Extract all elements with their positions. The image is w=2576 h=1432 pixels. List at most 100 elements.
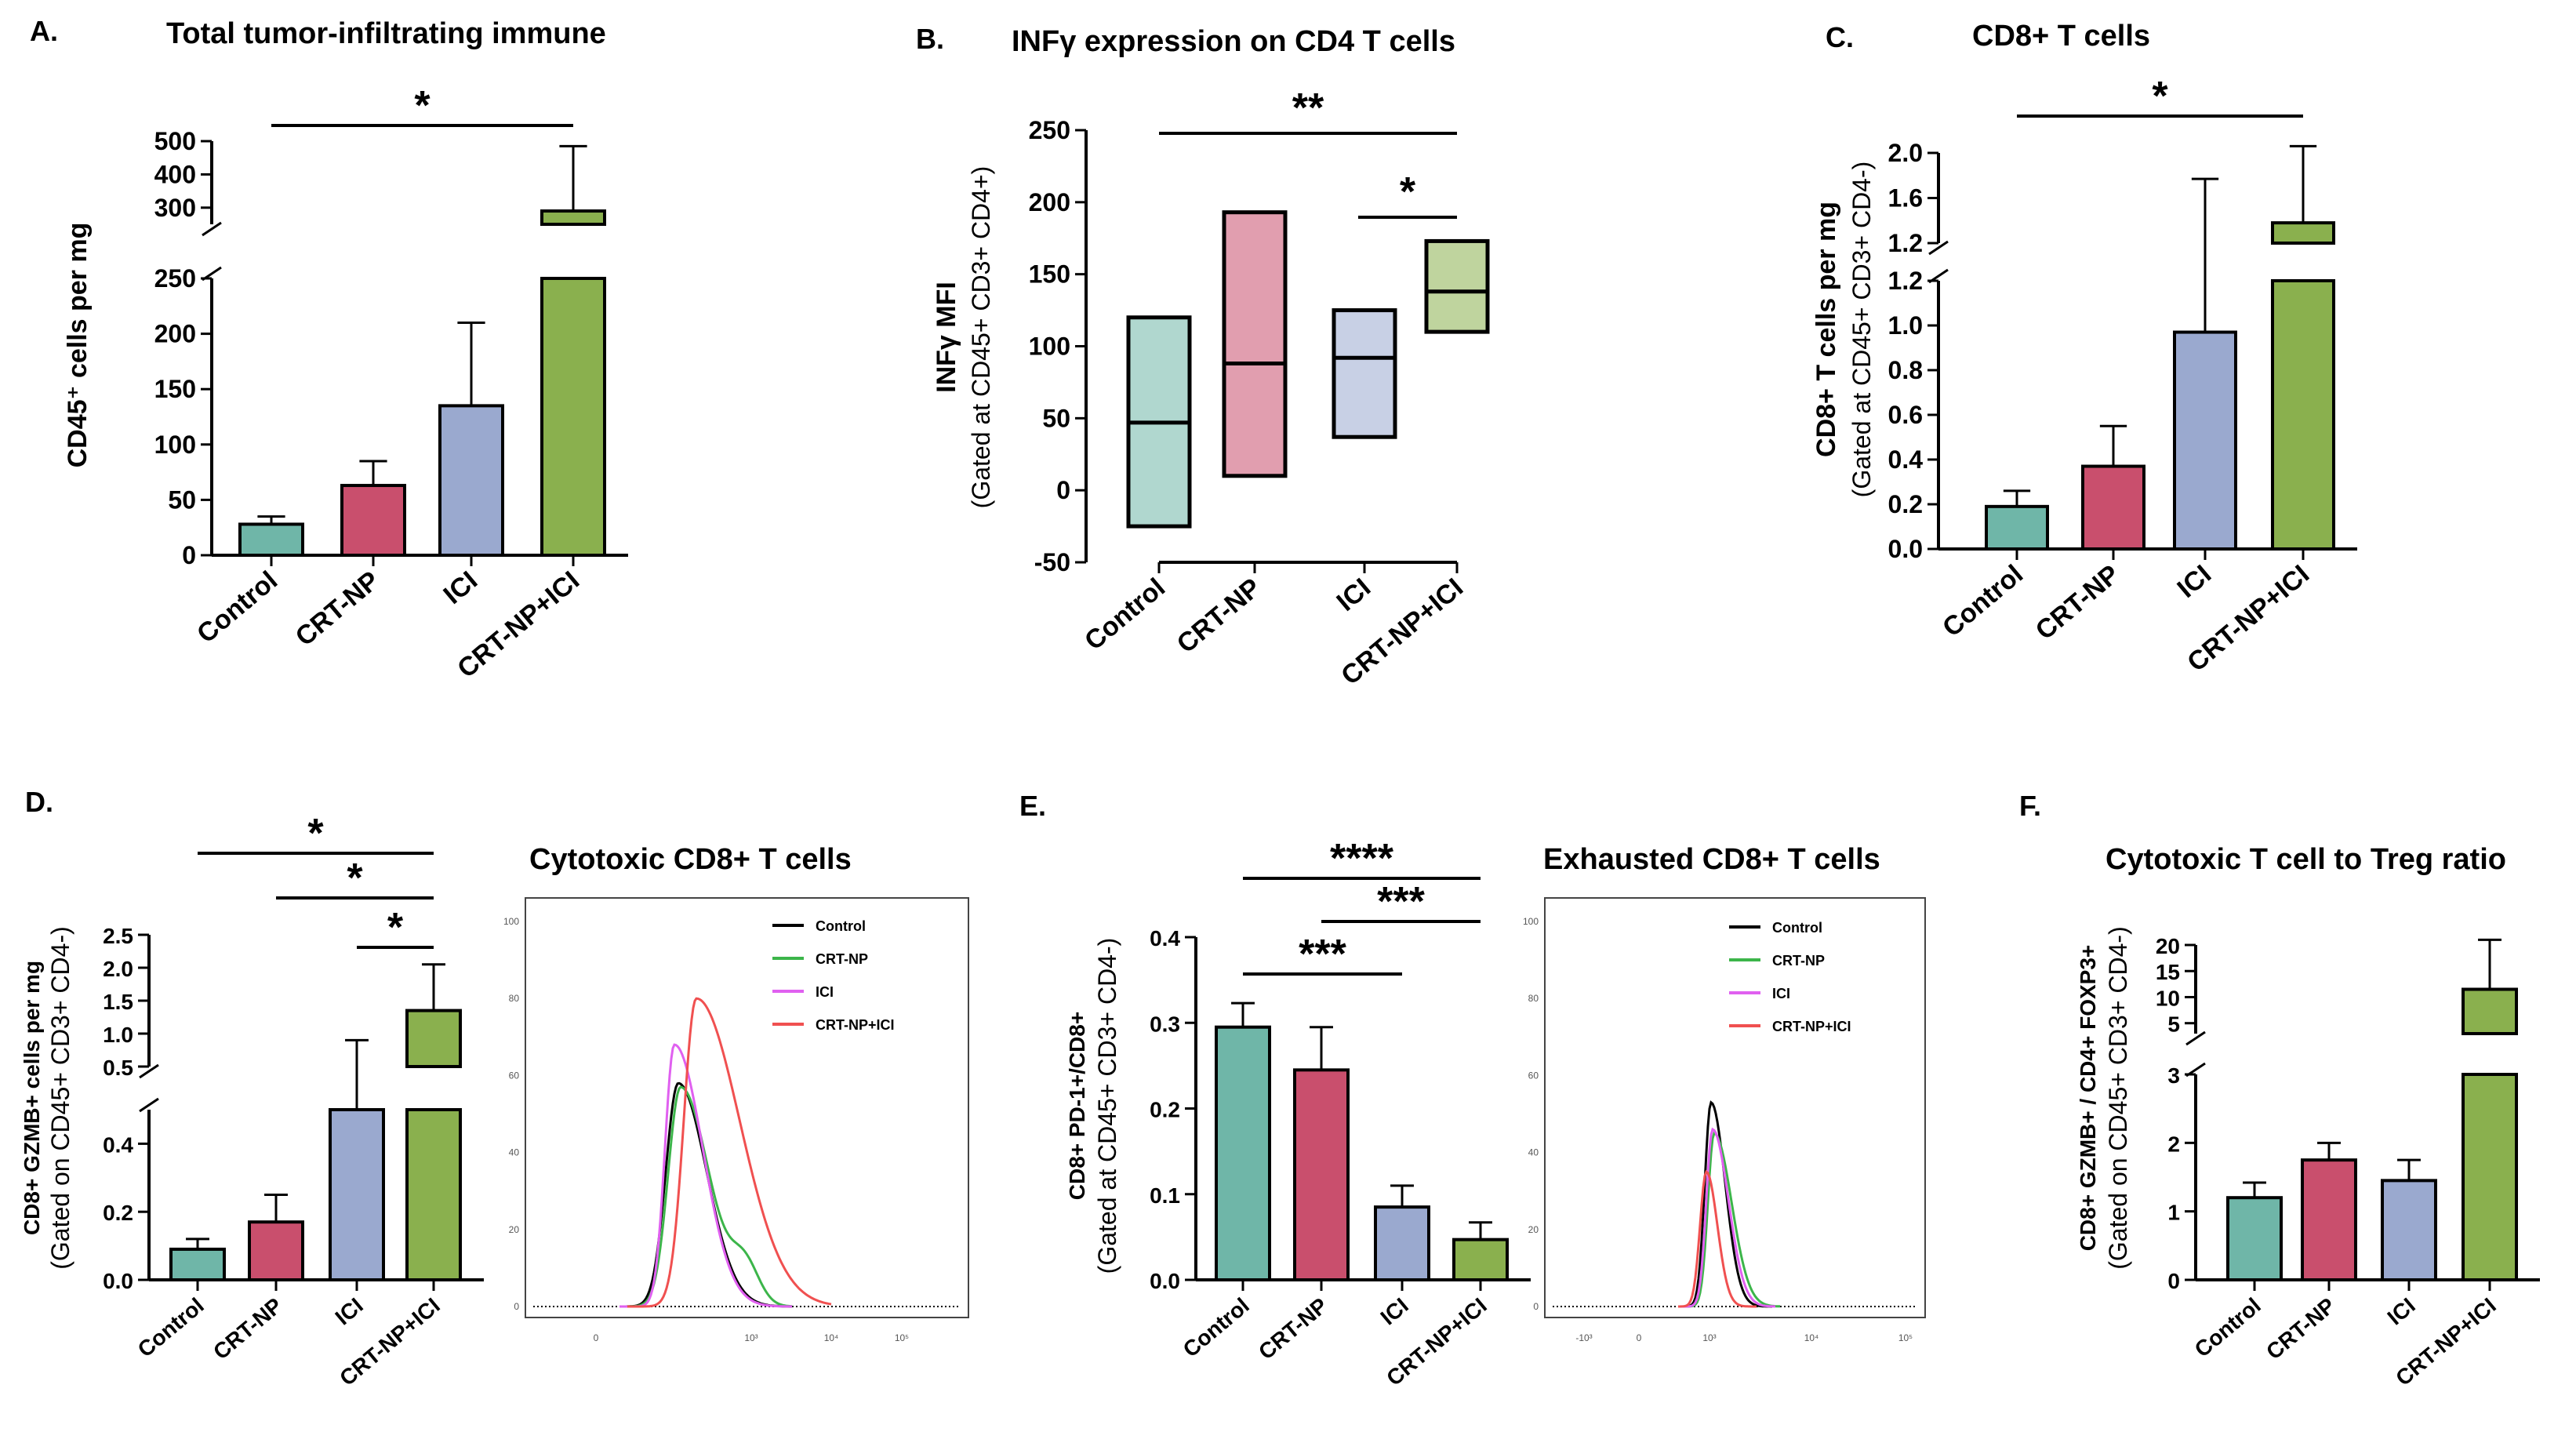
eh-ytick-label: 40 bbox=[1528, 1147, 1539, 1158]
a-bar-crt-np-ici-lower bbox=[540, 277, 606, 557]
a-ytick-label: 100 bbox=[154, 431, 196, 459]
d-y-axis-sublabel: (Gated on CD45+ CD3+ CD4-) bbox=[46, 926, 74, 1270]
c-bar-crt-np bbox=[2081, 464, 2145, 551]
dh-legend-crt-np-ici: CRT-NP+ICI bbox=[816, 1017, 895, 1033]
d-bar-control bbox=[169, 1247, 226, 1281]
c-significance-stars: * bbox=[2152, 74, 2168, 119]
dh-xtick-label: 10⁵ bbox=[895, 1332, 909, 1343]
e-ytick-label: 0.3 bbox=[1150, 1012, 1180, 1036]
b-box-crt-np-ici bbox=[1424, 238, 1490, 334]
panel-a-title: Total tumor-infiltrating immune bbox=[166, 17, 606, 50]
b-ytick-label: 200 bbox=[1029, 188, 1070, 216]
dh-xtick-label: 0 bbox=[594, 1332, 599, 1343]
c-y-axis-label: CD8+ T cells per mg bbox=[1811, 202, 1841, 457]
b-ytick-label: -50 bbox=[1034, 548, 1070, 576]
eh-xtick-label: 10³ bbox=[1702, 1332, 1716, 1343]
d-ytick-label: 0.2 bbox=[103, 1201, 133, 1225]
dh-ytick-label: 100 bbox=[503, 916, 519, 927]
d-axis-break bbox=[139, 1063, 159, 1079]
panel-c-letter: C. bbox=[1826, 21, 1854, 53]
c-ytick-label: 1.2 bbox=[1888, 229, 1923, 257]
f-ytick-label: 3 bbox=[2167, 1063, 2180, 1088]
d-bar-crt-np-ici-upper bbox=[405, 1009, 462, 1068]
c-ytick-label: 0.8 bbox=[1888, 356, 1923, 384]
b-y-axis-label: INFγ MFI bbox=[932, 282, 961, 393]
c-ytick-label: 1.0 bbox=[1888, 311, 1923, 340]
a-significance-stars: * bbox=[414, 83, 431, 129]
a-ytick-label: 250 bbox=[154, 264, 196, 293]
c-ytick-label: 2.0 bbox=[1888, 139, 1923, 167]
panel-c-title: CD8+ T cells bbox=[1972, 20, 2150, 53]
eh-curve-ici bbox=[1678, 1127, 1775, 1308]
a-bar-crt-np bbox=[340, 484, 406, 558]
d-ytick-label: 0.4 bbox=[103, 1132, 133, 1157]
c-bar-crt-np-ici-lower bbox=[2271, 279, 2335, 551]
eh-ytick-label: 0 bbox=[1533, 1301, 1539, 1312]
f-y-axis-sublabel: (Gated on CD45+ CD3+ CD4-) bbox=[2104, 926, 2132, 1270]
b-ytick-label: 100 bbox=[1029, 333, 1070, 361]
dh-ytick-label: 40 bbox=[509, 1147, 520, 1158]
a-ytick-label: 300 bbox=[154, 194, 196, 222]
dh-curve-crt-np bbox=[619, 1085, 793, 1308]
e-bar-ici bbox=[1374, 1205, 1430, 1281]
a-ytick-label: 400 bbox=[154, 160, 196, 188]
panel-d-chart: 0.0 0.2 0.4 0.5 1.0 1.5 2.0 2.5 Control CRT-NP ICI… bbox=[20, 786, 484, 1390]
e-bar-crt-np bbox=[1293, 1068, 1350, 1282]
eh-xtick-label: 0 bbox=[1637, 1332, 1642, 1343]
a-category-control: Control bbox=[191, 565, 283, 649]
b-ytick-label: 250 bbox=[1029, 116, 1070, 144]
f-ytick-label: 1 bbox=[2167, 1201, 2180, 1225]
panel-b-letter: B. bbox=[916, 23, 944, 55]
f-y-axis-label: CD8+ GZMB+ / CD4+ FOXP3+ bbox=[2076, 945, 2100, 1252]
d-significance-stars: * bbox=[307, 811, 324, 856]
dh-legend-ici: ICI bbox=[816, 984, 834, 1000]
e-significance-stars: **** bbox=[1330, 836, 1394, 881]
d-ytick-label: 0.5 bbox=[103, 1056, 133, 1080]
d-ytick-label: 1.0 bbox=[103, 1023, 133, 1047]
panel-d-histogram: 0 20 40 60 80 100 0 10³ 10⁴ 10⁵ Control CRT-NP ICI CR… bbox=[503, 843, 969, 1343]
e-significance-stars: *** bbox=[1299, 932, 1346, 977]
f-category-control: Control bbox=[2190, 1293, 2265, 1362]
d-ytick-label: 1.5 bbox=[103, 990, 133, 1014]
d-bar-ici bbox=[329, 1108, 385, 1281]
eh-legend-crt-np: CRT-NP bbox=[1772, 953, 1825, 969]
e-bar-crt-np-ici bbox=[1452, 1238, 1509, 1281]
a-axis-break bbox=[202, 221, 222, 237]
eh-ytick-label: 20 bbox=[1528, 1224, 1539, 1235]
f-category-ici: ICI bbox=[2383, 1293, 2420, 1330]
e-y-axis-label: CD8+ PD-1+/CD8+ bbox=[1065, 1012, 1089, 1200]
f-bar-crt-np bbox=[2301, 1158, 2357, 1281]
a-ytick-label: 150 bbox=[154, 375, 196, 403]
eh-legend-crt-np-ici: CRT-NP+ICI bbox=[1772, 1019, 1851, 1034]
b-significance-stars: ** bbox=[1292, 85, 1324, 131]
a-bar-ici bbox=[438, 404, 504, 557]
c-ytick-label: 1.6 bbox=[1888, 184, 1923, 213]
d-y-axis-label: CD8+ GZMB+ cells per mg bbox=[20, 961, 44, 1235]
b-ytick-label: 0 bbox=[1056, 476, 1070, 504]
panel-e-histogram: 0 20 40 60 80 100 -10³ 0 10³ 10⁴ 10⁵ Control CRT-NP I… bbox=[1523, 843, 1926, 1343]
c-category-ici: ICI bbox=[2171, 559, 2217, 604]
d-ytick-label: 2.5 bbox=[103, 924, 133, 948]
panel-f-title: Cytotoxic T cell to Treg ratio bbox=[2105, 843, 2506, 876]
f-ytick-label: 2 bbox=[2167, 1132, 2180, 1156]
dh-legend-crt-np: CRT-NP bbox=[816, 951, 868, 967]
c-category-control: Control bbox=[1937, 559, 2029, 643]
f-bar-ici bbox=[2381, 1179, 2437, 1282]
b-ytick-label: 50 bbox=[1042, 404, 1070, 432]
eh-legend-ici: ICI bbox=[1772, 986, 1790, 1001]
eh-xtick-label: -10³ bbox=[1575, 1332, 1592, 1343]
b-category-crt-np: CRT-NP bbox=[1172, 572, 1266, 659]
d-bar-crt-np bbox=[248, 1220, 304, 1281]
f-bar-crt-np-ici-lower bbox=[2462, 1073, 2518, 1281]
eh-curve-crt-np-ici bbox=[1678, 1169, 1757, 1308]
dh-plot-frame bbox=[525, 897, 969, 1318]
e-ytick-label: 0.2 bbox=[1150, 1098, 1180, 1122]
e-significance-stars: *** bbox=[1377, 879, 1425, 925]
panel-e-histogram-title: Exhausted CD8+ T cells bbox=[1543, 843, 1880, 876]
f-category-crt-np: CRT-NP bbox=[2262, 1293, 2340, 1365]
c-y-axis-sublabel: (Gated at CD45+ CD3+ CD4-) bbox=[1848, 162, 1876, 498]
b-significance-stars: * bbox=[1400, 169, 1416, 215]
d-significance-stars: * bbox=[347, 856, 363, 901]
e-ytick-label: 0.0 bbox=[1150, 1269, 1180, 1293]
